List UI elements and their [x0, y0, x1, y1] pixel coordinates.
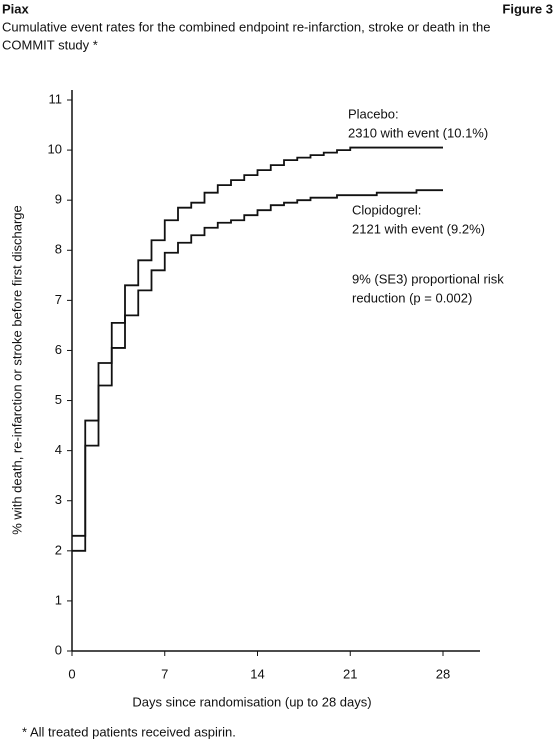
title-line: COMMIT study *	[2, 37, 98, 52]
x-tick-label: 14	[250, 666, 264, 681]
annotation: 9% (SE3) proportional risk	[352, 271, 504, 286]
y-tick-label: 11	[49, 91, 63, 106]
x-tick-label: 7	[161, 666, 168, 681]
y-tick-label: 9	[55, 192, 62, 207]
annotation: reduction (p = 0.002)	[352, 290, 472, 305]
annotation: 2310 with event (10.1%)	[348, 125, 488, 140]
y-tick-label: 4	[55, 442, 62, 457]
y-tick-label: 8	[55, 242, 62, 257]
x-tick-label: 28	[436, 666, 450, 681]
y-tick-label: 10	[48, 142, 62, 157]
y-tick-label: 7	[55, 292, 62, 307]
y-tick-label: 1	[55, 592, 62, 607]
step-line	[72, 146, 443, 537]
header-right: Figure 3	[502, 1, 553, 16]
y-tick-label: 6	[55, 342, 62, 357]
x-axis-label: Days since randomisation (up to 28 days)	[132, 694, 371, 709]
y-tick-label: 3	[55, 492, 62, 507]
y-tick-label: 5	[55, 392, 62, 407]
annotation: Placebo:	[348, 106, 399, 121]
x-tick-label: 21	[343, 666, 357, 681]
step-line	[72, 189, 443, 552]
footnote: * All treated patients received aspirin.	[22, 724, 236, 739]
annotation: 2121 with event (9.2%)	[352, 221, 485, 236]
y-tick-label: 2	[55, 542, 62, 557]
title-line: Cumulative event rates for the combined …	[2, 19, 491, 34]
x-tick-label: 0	[68, 666, 75, 681]
header-left: Piax	[2, 1, 30, 16]
y-tick-label: 0	[55, 642, 62, 657]
annotation: Clopidogrel:	[352, 202, 421, 217]
y-axis-label: % with death, re-infarction or stroke be…	[9, 205, 24, 534]
